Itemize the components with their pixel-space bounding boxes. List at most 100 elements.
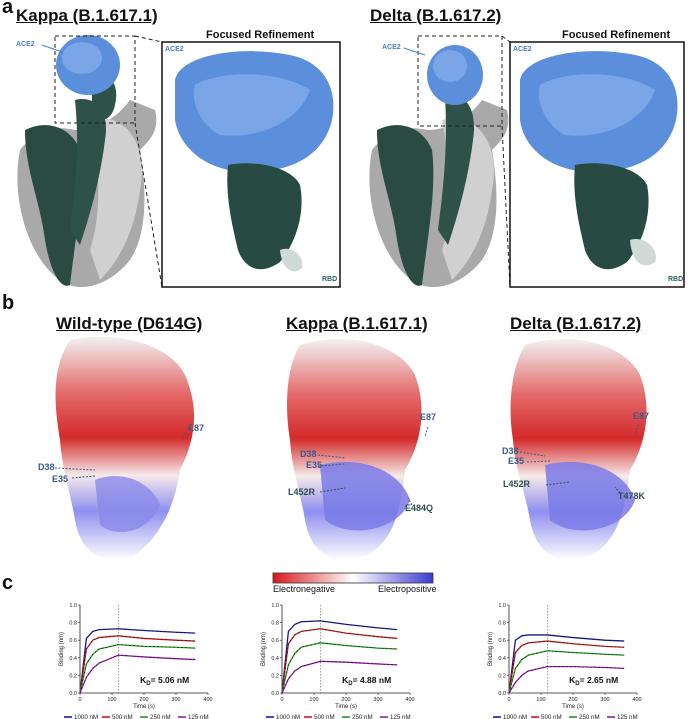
- delta-title-b: Delta (B.1.617.2): [510, 314, 642, 333]
- chart-2-xtick-label: 300: [600, 697, 609, 703]
- chart-2-legend-label: 125 nM: [617, 714, 638, 719]
- chart-0-fit-2: [79, 644, 196, 694]
- kappa-l452r-label: L452R: [288, 487, 316, 497]
- ace2-label-delta-spike: ACE2: [382, 44, 401, 51]
- chart-2-legend-label: 250 nM: [579, 714, 600, 719]
- panel-a-structures: [17, 35, 685, 288]
- chart-0-xlabel: Time (s): [133, 704, 155, 710]
- chart-2-xtick-label: 200: [568, 697, 577, 703]
- chart-0-ytick-label: 0.6: [69, 638, 77, 644]
- delta-t478k-label: T478K: [618, 491, 646, 501]
- delta-focused-density: [520, 51, 678, 270]
- chart-2-ytick-label: 0.6: [498, 638, 506, 644]
- chart-1-xtick-label: 0: [280, 697, 283, 703]
- chart-0-kd-label: KD= 5.06 nM: [140, 675, 189, 687]
- chart-2-fit-3: [508, 666, 625, 694]
- chart-0-xtick-label: 0: [78, 697, 81, 703]
- chart-1-legend-label: 1000 nM: [276, 714, 300, 719]
- chart-1-ytick-label: 0.6: [271, 638, 279, 644]
- chart-1-ytick-label: 1.0: [271, 603, 279, 609]
- delta-surface: [510, 339, 647, 561]
- chart-0-series-2: [79, 643, 196, 694]
- delta-zoom-box: [417, 35, 503, 127]
- chart-1-ytick-label: 0.4: [271, 656, 279, 662]
- electrostatic-colorbar: [272, 572, 434, 584]
- rbd-label-delta: RBD: [668, 276, 684, 283]
- chart-0-xtick-label: 300: [171, 697, 180, 703]
- panel-b-surfaces: [54, 336, 647, 584]
- chart-2-ytick-label: 0.4: [498, 656, 506, 662]
- delta-spike-density: [369, 94, 509, 288]
- kappa-zoom-box: [54, 35, 136, 124]
- kappa-d38-label: D38: [300, 449, 317, 459]
- chart-1-xtick-label: 100: [309, 697, 318, 703]
- wt-surface: [55, 336, 195, 561]
- chart-2-xtick-label: 100: [536, 697, 545, 703]
- wt-title: Wild-type (D614G): [56, 314, 203, 333]
- chart-0-ytick-label: 0.8: [69, 621, 77, 627]
- chart-1-fit-3: [281, 661, 398, 694]
- chart-1-kd-label: KD= 4.88 nM: [342, 675, 391, 687]
- chart-2-ytick-label: 0.8: [498, 621, 506, 627]
- delta-l452r-label: L452R: [503, 479, 531, 489]
- panel-b-letter: b: [2, 292, 15, 314]
- chart-2-kd-label: KD= 2.65 nM: [569, 675, 618, 687]
- chart-0-fit-0: [79, 628, 196, 694]
- chart-2-xlabel: Time (s): [562, 704, 584, 710]
- chart-0-ytick-label: 0.2: [69, 673, 77, 679]
- chart-2-legend-label: 1000 nM: [503, 714, 527, 719]
- chart-2-ytick-label: 0.2: [498, 673, 506, 679]
- chart-2-xtick-label: 0: [507, 697, 510, 703]
- focused-title-delta: Focused Refinement: [562, 29, 671, 41]
- chart-2-ytick-label: 0.0: [498, 691, 506, 697]
- chart-0-legend-label: 125 nM: [188, 714, 209, 719]
- chart-1-fit-2: [281, 642, 398, 694]
- rbd-label-kappa: RBD: [322, 276, 338, 283]
- chart-1-xlabel: Time (s): [335, 704, 357, 710]
- chart-2-fit-1: [508, 640, 625, 694]
- kappa-e484q-label: E484Q: [405, 503, 434, 513]
- chart-0-xtick-label: 200: [139, 697, 148, 703]
- chart-0-legend-label: 250 nM: [150, 714, 171, 719]
- chart-0-xtick-label: 100: [107, 697, 116, 703]
- chart-1-legend-label: 250 nM: [352, 714, 373, 719]
- chart-0-legend-label: 1000 nM: [74, 714, 98, 719]
- ace2-label-kappa-focused: ACE2: [165, 46, 184, 53]
- kappa-surface: [287, 339, 422, 561]
- colorbar-left-label: Electronegative: [273, 584, 336, 594]
- chart-0-ytick-label: 1.0: [69, 603, 77, 609]
- delta-e87-label: E87: [633, 411, 650, 421]
- delta-title-a: Delta (B.1.617.2): [370, 6, 502, 25]
- chart-1-xtick-label: 200: [341, 697, 350, 703]
- chart-0-fit-3: [79, 654, 196, 694]
- chart-0-legend-label: 500 nM: [112, 714, 133, 719]
- chart-1-ytick-label: 0.2: [271, 673, 279, 679]
- colorbar-right-label: Electropositive: [378, 584, 437, 594]
- chart-1-ytick-label: 0.0: [271, 691, 279, 697]
- ace2-label-delta-focused: ACE2: [513, 46, 532, 53]
- chart-1-legend-label: 125 nM: [390, 714, 411, 719]
- delta-ace2-density: [427, 45, 483, 105]
- kappa-focused-density: [175, 51, 334, 272]
- delta-e35-label: E35: [508, 456, 525, 466]
- panel-a-letter: a: [2, 0, 14, 18]
- chart-2-fit-0: [508, 634, 625, 694]
- chart-2-legend-label: 500 nM: [541, 714, 562, 719]
- chart-1-series-0: [281, 620, 398, 694]
- chart-1-ylabel: Binding (nm): [261, 632, 267, 666]
- focused-title-kappa: Focused Refinement: [206, 29, 315, 41]
- chart-1-fit-1: [281, 628, 398, 694]
- delta-d38-label: D38: [502, 446, 519, 456]
- chart-2-ytick-label: 1.0: [498, 603, 506, 609]
- kappa-e35-label: E35: [306, 460, 323, 470]
- ace2-label-kappa-spike: ACE2: [16, 41, 35, 48]
- chart-2-ylabel: Binding (nm): [488, 632, 494, 666]
- wt-d38-label: D38: [38, 462, 55, 472]
- chart-1-legend-label: 500 nM: [314, 714, 335, 719]
- chart-0-fit-1: [79, 635, 196, 694]
- chart-2-fit-2: [508, 650, 625, 694]
- kappa-title-b: Kappa (B.1.617.1): [286, 314, 428, 333]
- chart-0-ylabel: Binding (nm): [59, 632, 65, 666]
- chart-1-ytick-label: 0.8: [271, 621, 279, 627]
- chart-1-xtick-label: 300: [373, 697, 382, 703]
